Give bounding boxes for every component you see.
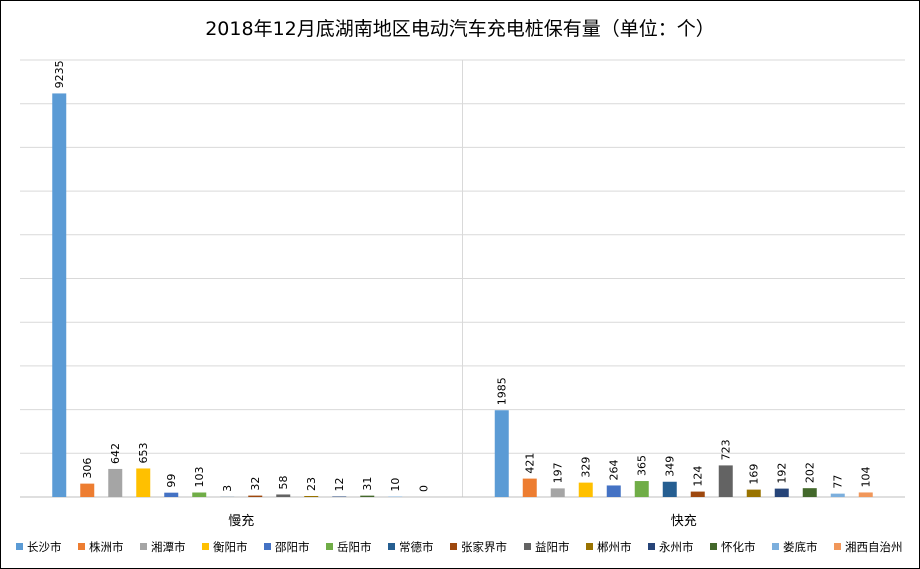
bar — [108, 468, 123, 497]
bar — [746, 489, 761, 497]
bar — [522, 478, 537, 497]
bar — [606, 485, 621, 497]
legend-swatch — [772, 543, 779, 550]
data-label: 103 — [193, 466, 206, 487]
data-label: 31 — [361, 477, 374, 491]
legend-swatch — [834, 543, 841, 550]
bar — [164, 492, 179, 497]
data-label: 197 — [552, 462, 565, 483]
bar — [774, 488, 789, 497]
legend-swatch — [648, 543, 655, 550]
legend-swatch — [326, 543, 333, 550]
data-label: 10 — [389, 478, 402, 492]
data-label: 23 — [305, 477, 318, 491]
data-label: 264 — [608, 459, 621, 480]
legend-entry: 岳阳市 — [337, 540, 372, 554]
category-axis: 慢充 快充 — [228, 513, 697, 529]
bar — [136, 468, 151, 497]
bar — [690, 491, 705, 497]
bar — [494, 410, 509, 497]
data-label: 99 — [165, 474, 178, 488]
legend-entry: 娄底市 — [783, 540, 818, 554]
legend-swatch — [202, 543, 209, 550]
bar — [304, 495, 319, 497]
data-label: 653 — [137, 442, 150, 463]
data-label: 9235 — [53, 60, 66, 88]
bar — [80, 483, 95, 497]
bars — [52, 93, 873, 498]
data-labels: 9235 306 642 653 99 103 3 32 58 23 12 31 10 0 1985 421 1… — [53, 60, 873, 492]
bar — [360, 495, 375, 497]
data-label: 306 — [81, 458, 94, 479]
data-label: 723 — [720, 439, 733, 460]
legend-swatch — [586, 543, 593, 550]
bar — [578, 482, 593, 497]
data-label: 124 — [692, 466, 705, 487]
data-label: 1985 — [496, 377, 509, 405]
data-label: 77 — [832, 475, 845, 489]
bar — [830, 493, 845, 497]
chart-title: 2018年12月底湖南地区电动汽车充电桩保有量（单位：个） — [205, 18, 715, 40]
bar — [192, 492, 207, 497]
legend-swatch — [388, 543, 395, 550]
legend-entry: 郴州市 — [597, 540, 632, 554]
data-label: 349 — [664, 456, 677, 477]
data-label: 642 — [109, 443, 122, 464]
bar — [802, 488, 817, 497]
data-label: 365 — [636, 455, 649, 476]
bar — [276, 494, 291, 497]
legend-entry: 衡阳市 — [213, 540, 248, 554]
bar — [858, 492, 873, 497]
data-label: 421 — [524, 453, 537, 474]
data-label: 0 — [417, 485, 430, 492]
data-label: 104 — [860, 466, 873, 487]
category-label: 慢充 — [228, 513, 254, 529]
bar — [332, 496, 347, 497]
data-label: 329 — [580, 457, 593, 478]
legend-swatch — [710, 543, 717, 550]
bar — [550, 488, 565, 497]
legend-entry: 长沙市 — [27, 540, 62, 554]
legend-entry: 常德市 — [399, 540, 434, 554]
legend-entry: 怀化市 — [721, 540, 756, 554]
legend-entry: 湘西自治州 — [845, 540, 903, 554]
legend-swatch — [16, 543, 23, 550]
legend-swatch — [524, 543, 531, 550]
data-label: 202 — [804, 462, 817, 483]
legend-entry: 邵阳市 — [275, 540, 310, 554]
legend-entry: 永州市 — [659, 540, 694, 554]
data-label: 32 — [249, 477, 262, 491]
legend: 长沙市 株洲市 湘潭市 衡阳市 邵阳市 岳阳市 常德市 张家界市 益阳市 郴州市 永州市 怀化市 娄底市… — [16, 540, 903, 554]
legend-entry: 湘潭市 — [151, 540, 186, 554]
bar — [52, 93, 67, 498]
data-label: 192 — [776, 463, 789, 484]
legend-swatch — [264, 543, 271, 550]
legend-swatch — [140, 543, 147, 550]
category-label: 快充 — [671, 513, 697, 529]
data-label: 169 — [748, 464, 761, 485]
data-label: 58 — [277, 475, 290, 489]
gridlines — [20, 59, 905, 498]
data-label: 12 — [333, 477, 346, 491]
legend-swatch — [450, 543, 457, 550]
bar — [248, 495, 263, 497]
bar — [718, 465, 733, 497]
legend-entry: 益阳市 — [535, 540, 570, 554]
data-label: 3 — [221, 485, 234, 492]
legend-swatch — [78, 543, 85, 550]
bar — [662, 481, 677, 497]
bar — [634, 481, 649, 497]
legend-entry: 株洲市 — [89, 540, 124, 554]
legend-entry: 张家界市 — [461, 540, 507, 554]
